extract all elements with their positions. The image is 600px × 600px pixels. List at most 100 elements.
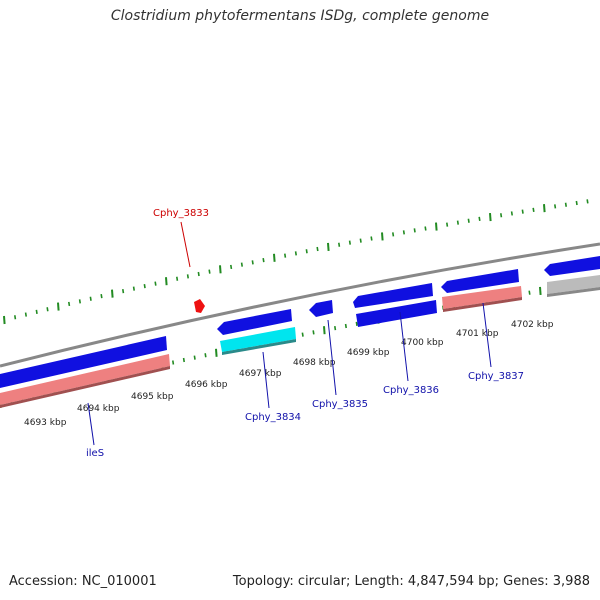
tick-mark <box>176 276 179 281</box>
scale-label: 4695 kbp <box>131 392 174 402</box>
gene-label-cphy-3835[interactable]: Cphy_3835 <box>312 399 368 410</box>
tick-mark <box>230 264 233 270</box>
gene-label-cphy-3833[interactable]: Cphy_3833 <box>153 208 209 219</box>
tick-mark <box>528 290 531 295</box>
tick-mark <box>219 265 222 274</box>
leader-line <box>180 221 191 268</box>
reverse-strand <box>0 275 600 408</box>
scale-label: 4698 kbp <box>293 358 336 368</box>
leader-line <box>399 311 409 382</box>
scale-label: 4697 kbp <box>239 369 282 379</box>
tick-mark <box>68 301 71 307</box>
scale-labels: 4693 kbp 4694 kbp 4695 kbp 4696 kbp 4697… <box>24 320 554 428</box>
tick-mark <box>143 283 146 289</box>
tick-mark <box>154 281 157 286</box>
tick-mark <box>57 302 60 311</box>
genome-summary: Topology: circular; Length: 4,847,594 bp… <box>232 574 590 589</box>
tick-mark <box>467 218 470 223</box>
tick-mark <box>327 242 330 251</box>
tick-mark <box>186 274 189 279</box>
genome-backbone <box>0 242 600 368</box>
gene-arrow[interactable] <box>0 336 167 388</box>
tick-mark <box>586 199 589 204</box>
leader-line <box>87 402 95 446</box>
gene-arrow-shadow <box>0 366 170 408</box>
tick-mark <box>24 312 27 317</box>
tick-mark <box>197 271 200 277</box>
tick-mark <box>370 236 373 241</box>
tick-mark <box>348 240 351 245</box>
tick-mark <box>122 288 125 294</box>
tick-mark <box>165 277 168 286</box>
tick-mark <box>338 242 341 247</box>
tick-mark <box>305 249 308 254</box>
tick-mark <box>100 294 103 299</box>
rna-feature-shadow <box>547 287 600 297</box>
tick-mark <box>478 216 481 222</box>
tick-mark <box>316 246 319 252</box>
scale-label: 4701 kbp <box>456 329 499 339</box>
tick-mark <box>359 238 362 243</box>
tick-mark <box>132 286 135 291</box>
gene-label-cphy-3837[interactable]: Cphy_3837 <box>468 371 524 382</box>
tick-mark <box>301 332 304 337</box>
tick-mark <box>381 232 384 241</box>
tick-mark <box>251 260 254 265</box>
tick-mark <box>456 220 459 225</box>
tick-mark <box>193 355 196 360</box>
gene-arrow-shadow <box>443 297 522 312</box>
tick-mark <box>172 360 175 365</box>
tick-mark <box>446 222 449 227</box>
accession-label: Accession: NC_010001 <box>9 574 157 589</box>
scale-label: 4696 kbp <box>185 380 228 390</box>
outer-tick-track <box>3 199 589 325</box>
tick-mark <box>111 289 114 298</box>
tick-mark <box>402 230 405 235</box>
scale-label: 4699 kbp <box>347 348 390 358</box>
gene-arrow[interactable] <box>356 300 437 327</box>
map-title: Clostridium phytofermentans ISDg, comple… <box>110 8 490 24</box>
tick-mark <box>413 228 416 233</box>
gene-arrow[interactable] <box>309 300 333 317</box>
gene-label-cphy-3834[interactable]: Cphy_3834 <box>245 412 301 423</box>
scale-label: 4694 kbp <box>77 404 120 414</box>
gene-label-iles[interactable]: ileS <box>86 448 104 459</box>
tick-mark <box>510 211 513 216</box>
gene-arrow[interactable] <box>0 354 170 405</box>
tick-mark <box>532 207 535 213</box>
tick-mark <box>78 299 81 304</box>
tick-mark <box>294 251 297 256</box>
tick-mark <box>500 213 503 218</box>
tick-mark <box>521 209 524 214</box>
gene-arrow[interactable] <box>217 309 292 335</box>
scale-label: 4702 kbp <box>511 320 554 330</box>
tick-mark <box>3 315 6 325</box>
gene-arrow[interactable] <box>353 283 433 308</box>
tick-mark <box>215 348 218 357</box>
tick-mark <box>435 222 438 231</box>
label-leaders <box>87 221 492 446</box>
gene-label-cphy-3836[interactable]: Cphy_3836 <box>383 385 439 396</box>
gene-arrow-shadow <box>222 339 296 355</box>
tick-mark <box>204 353 207 358</box>
tick-mark <box>273 253 276 262</box>
gene-arrow-cphy-3833[interactable] <box>194 299 205 313</box>
tick-mark <box>14 315 17 320</box>
scale-label: 4700 kbp <box>401 338 444 348</box>
tick-mark <box>489 213 492 222</box>
tick-mark <box>554 204 557 209</box>
gene-arrow[interactable] <box>441 269 519 293</box>
tick-mark <box>284 253 287 258</box>
tick-mark <box>240 262 243 267</box>
gene-arrow[interactable] <box>442 286 522 309</box>
leader-line <box>327 319 337 396</box>
gene-arrow[interactable] <box>220 327 296 352</box>
tick-mark <box>46 307 49 312</box>
tick-mark <box>424 226 427 231</box>
leader-line <box>482 302 492 368</box>
rna-feature[interactable] <box>547 275 600 294</box>
tick-mark <box>575 200 578 206</box>
gene-arrow[interactable] <box>544 256 600 276</box>
tick-mark <box>543 204 546 213</box>
